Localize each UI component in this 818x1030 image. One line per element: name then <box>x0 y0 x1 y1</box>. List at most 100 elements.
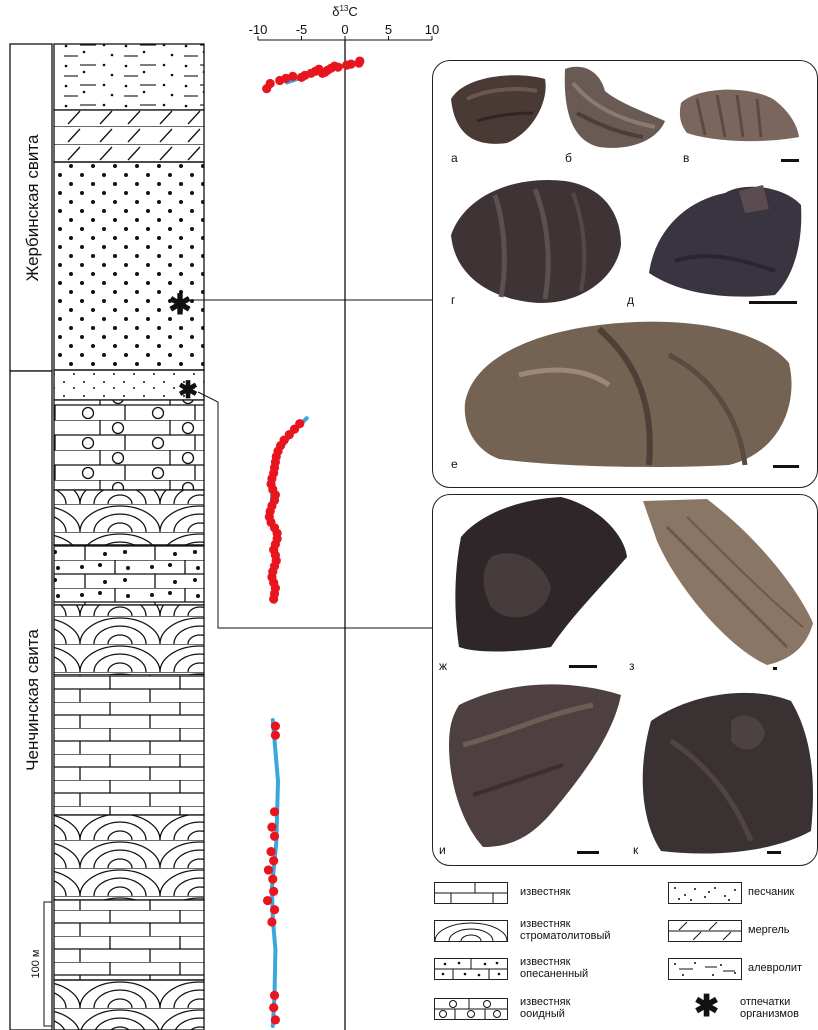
sample-point <box>296 72 307 82</box>
photo-k <box>642 692 813 854</box>
photo-z <box>643 499 813 665</box>
panel-label-g: г <box>451 293 456 307</box>
panel-label-k: к <box>633 843 639 857</box>
sample-point <box>269 886 279 896</box>
axis-ticks: -10 -5 0 5 10 <box>249 22 439 40</box>
sample-point <box>268 874 278 884</box>
axis-tick-label: 5 <box>385 22 392 37</box>
legend-label-stromatolite: известняк строматолитовый <box>520 918 611 942</box>
lithology-column <box>53 43 205 1030</box>
sample-point <box>269 856 279 866</box>
bed-ooid-limestone <box>53 399 205 491</box>
formation-column-lower <box>9 370 53 1030</box>
sample-point <box>275 75 285 86</box>
panel-label-i: и <box>439 843 446 857</box>
legend-label-ooid: известняк ооидный <box>520 996 571 1020</box>
panel-label-z: з <box>629 659 635 673</box>
legend-swatch-stromatolite <box>434 920 508 942</box>
scale-bar-i <box>577 851 599 854</box>
panel-label-a: а <box>451 151 458 165</box>
sample-point <box>342 60 352 70</box>
formation-label-lower: Ченчинская свита <box>23 629 42 771</box>
scale-label: 100 м <box>30 950 42 979</box>
legend-label-sandy: известняк опесаненный <box>520 956 589 980</box>
scale-bar-z <box>773 667 777 670</box>
bed-stromatolite-2 <box>53 604 205 676</box>
scale-bar-k <box>767 851 781 854</box>
imprint-marker-lower: ✱ <box>178 377 198 404</box>
panel-label-b: б <box>565 151 572 165</box>
scale-bracket <box>43 901 52 1027</box>
legend-label-sandstone: песчаник <box>748 886 795 898</box>
bed-marl <box>53 109 205 163</box>
bed-stromatolite-1 <box>53 489 205 546</box>
sample-point <box>267 822 277 832</box>
sample-point <box>270 721 280 731</box>
sample-point <box>267 917 277 927</box>
scale-bar-v <box>781 159 799 162</box>
bed-limestone-1 <box>53 674 205 816</box>
legend-swatch-imprints: ✱ <box>694 990 720 1023</box>
legend-label-imprints: отпечатки организмов <box>740 996 799 1020</box>
sample-point <box>270 1015 280 1025</box>
legend-label-siltstone: алевролит <box>748 962 803 974</box>
bed-stromatolite-4 <box>53 979 205 1030</box>
legend-swatch-sandstone <box>668 882 742 904</box>
bed-stromatolite-3 <box>53 814 205 901</box>
legend-swatch-limestone <box>434 882 508 904</box>
photo-a <box>451 75 546 144</box>
sample-point <box>263 865 274 875</box>
axis-tick-label: 0 <box>341 22 348 37</box>
bed-siltstone <box>53 43 205 111</box>
photo-panel-upper: а б в г д е <box>432 60 818 488</box>
sample-point <box>269 990 280 1001</box>
formation-column-upper <box>9 43 53 372</box>
trend-line-lower <box>269 718 281 1028</box>
sample-point <box>269 594 279 604</box>
photo-zh <box>455 497 627 652</box>
bed-sandy-limestone <box>53 544 205 606</box>
panel-label-e: е <box>451 457 458 471</box>
imprint-marker-upper: ✱ <box>168 289 191 320</box>
sample-point <box>266 846 276 857</box>
sample-point <box>269 1003 279 1013</box>
legend-label-limestone: известняк <box>520 886 571 898</box>
photo-d <box>649 185 802 297</box>
legend-swatch-marl <box>668 920 742 942</box>
scale-bar-d <box>749 301 797 304</box>
isotope-axis: δ13C -10 -5 0 5 10 <box>249 4 439 1030</box>
panel-label-v: в <box>683 151 690 165</box>
axis-tick-label: -5 <box>296 22 308 37</box>
legend-label-marl: мергель <box>748 924 790 936</box>
scale-bar-e <box>773 465 799 468</box>
scale-bar-zh <box>569 665 597 668</box>
formation-label-upper: Жербинская свита <box>23 134 42 281</box>
sample-point <box>262 84 272 94</box>
sample-point <box>270 730 280 740</box>
axis-tick-label: 10 <box>425 22 439 37</box>
legend-swatch-siltstone <box>668 958 742 980</box>
panel-label-d: д <box>627 293 635 307</box>
photo-panel-lower: ж з и к <box>432 494 818 866</box>
bed-limestone-2 <box>53 899 205 981</box>
photo-v <box>679 89 799 142</box>
isotope-data <box>262 56 365 1028</box>
sample-point <box>355 56 365 66</box>
sample-point <box>262 895 273 906</box>
photo-e <box>464 321 792 467</box>
photo-i <box>449 684 621 847</box>
sample-point <box>269 807 280 817</box>
sample-point <box>269 831 280 841</box>
bed-sandstone <box>53 161 205 371</box>
sample-point <box>288 71 298 81</box>
axis-title: δ13C <box>332 4 358 19</box>
panel-label-zh: ж <box>439 659 448 673</box>
photo-b <box>564 66 665 148</box>
axis-tick-label: -10 <box>249 22 268 37</box>
legend-swatch-sandy <box>434 958 508 980</box>
sample-point <box>269 905 280 915</box>
legend: известняк известняк строматолитовый извес… <box>432 876 818 1030</box>
photo-g <box>451 179 621 303</box>
legend-swatch-ooid <box>434 998 508 1020</box>
